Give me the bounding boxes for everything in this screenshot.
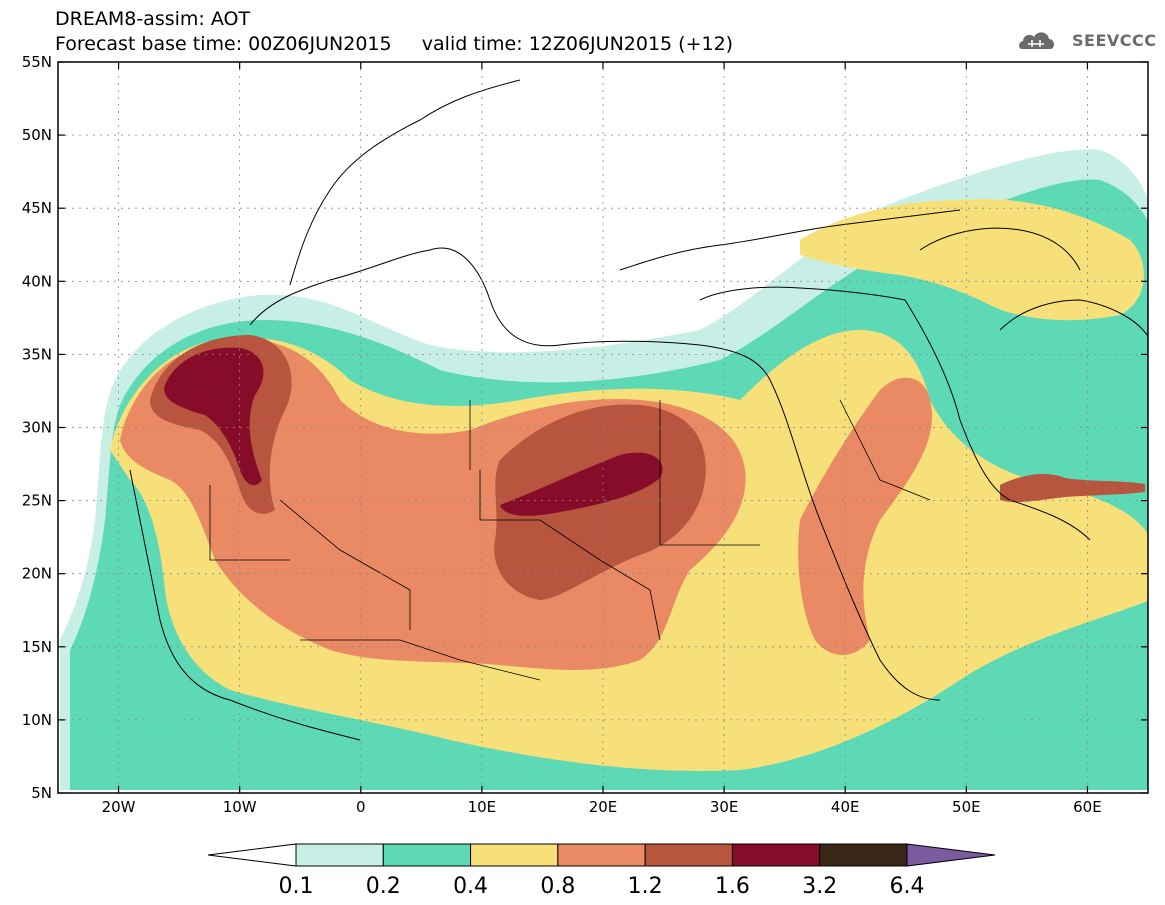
colorbar-swatch [382, 843, 472, 867]
lon-tick-label: 10E [468, 798, 497, 816]
aot-level-0.4-ne [800, 199, 1144, 321]
colorbar-arrow-high [906, 843, 996, 867]
aot-level-1.6-gulf [1000, 474, 1145, 503]
logo-text: SEEVCCC [1072, 31, 1157, 50]
lat-tick-label: 35N [22, 345, 52, 363]
colorbar-label: 0.2 [366, 874, 401, 899]
lat-tick-label: 40N [22, 272, 52, 290]
lon-tick-label: 0 [356, 798, 366, 816]
lon-tick-label: 20W [102, 798, 136, 816]
colorbar-label: 1.6 [715, 874, 750, 899]
lon-tick-label: 60E [1073, 798, 1102, 816]
lat-tick-label: 55N [22, 53, 52, 71]
lon-axis: 20W 10W 0 10E 20E 30E 40E 50E 60E [102, 62, 1102, 816]
coastlines [129, 79, 1148, 741]
colorbar-swatch [644, 843, 733, 867]
forecast-time-line: Forecast base time: 00Z06JUN2015 valid t… [55, 33, 734, 55]
colorbar: 0.1 0.2 0.4 0.8 1.2 1.6 3.2 6.4 [207, 843, 996, 899]
colorbar-label: 1.2 [628, 874, 663, 899]
colorbar-label: 0.1 [279, 874, 314, 899]
gridlines [58, 61, 1148, 794]
lat-axis: 55N 50N 45N 40N 35N 30N 25N 20N 15N 10N 5N [22, 53, 1148, 802]
colorbar-swatch [731, 843, 821, 867]
colorbar-label: 0.4 [453, 874, 488, 899]
lat-tick-label: 20N [22, 565, 52, 583]
lat-tick-label: 25N [22, 492, 52, 510]
lat-tick-label: 10N [22, 711, 52, 729]
colorbar-label: 3.2 [802, 874, 837, 899]
aot-level-0.8-east [798, 377, 932, 655]
lat-tick-label: 5N [31, 784, 52, 802]
lat-tick-label: 45N [22, 199, 52, 217]
colorbar-label: 0.8 [540, 874, 575, 899]
colorbar-swatch [557, 843, 646, 867]
aot-level-1.6-central [500, 452, 663, 516]
lon-tick-label: 50E [952, 798, 981, 816]
lon-tick-label: 20E [589, 798, 618, 816]
aot-level-1.6 [164, 347, 264, 486]
colorbar-swatch [470, 843, 559, 867]
cloud-logo-icon [1019, 32, 1055, 49]
lat-tick-label: 15N [22, 638, 52, 656]
colorbar-swatch [295, 843, 384, 867]
lon-tick-label: 10W [223, 798, 257, 816]
colorbar-arrow-low [207, 843, 297, 867]
lat-tick-label: 50N [22, 126, 52, 144]
lat-tick-label: 30N [22, 419, 52, 437]
lon-tick-label: 40E [831, 798, 860, 816]
aot-field [60, 149, 1148, 790]
lon-tick-label: 30E [710, 798, 739, 816]
colorbar-swatch [819, 843, 908, 867]
colorbar-label: 6.4 [890, 874, 925, 899]
map-title: DREAM8-assim: AOT [55, 8, 251, 30]
country-borders [209, 399, 931, 681]
